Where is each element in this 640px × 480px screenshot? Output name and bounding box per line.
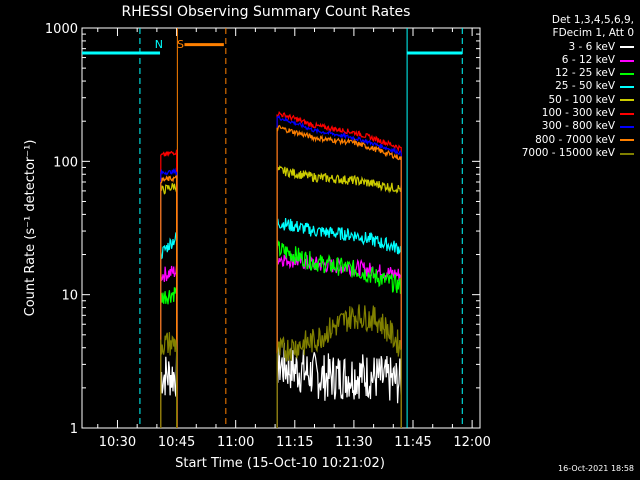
legend-swatch <box>620 139 634 142</box>
series-line <box>160 183 178 428</box>
legend-entry: 12 - 25 keV <box>474 67 634 80</box>
series-line <box>276 111 402 428</box>
legend-swatch <box>620 126 634 129</box>
y-axis-label: Count Rate (s⁻¹ detector⁻¹) <box>23 140 38 317</box>
series-line <box>276 341 402 428</box>
x-axis-label: Start Time (15-Oct-10 10:21:02) <box>175 456 385 471</box>
generated-timestamp: 16-Oct-2021 18:58 <box>558 464 634 473</box>
x-tick-label: 10:45 <box>158 435 195 450</box>
legend-label: 800 - 7000 keV <box>535 133 615 146</box>
legend-label: 7000 - 15000 keV <box>521 146 615 159</box>
y-tick-label: 1000 <box>45 22 78 37</box>
legend-swatch <box>620 46 634 49</box>
marker-annotation: S <box>177 38 184 51</box>
series-line <box>276 218 402 428</box>
legend-entries: 3 - 6 keV 6 - 12 keV 12 - 25 keV 25 - 50 ke… <box>474 41 634 161</box>
legend-entry: 6 - 12 keV <box>474 54 634 67</box>
series-line <box>276 114 402 428</box>
legend-label: 12 - 25 keV <box>555 67 615 80</box>
legend-swatch <box>620 59 634 62</box>
series-line <box>276 240 402 428</box>
legend-label: 6 - 12 keV <box>561 53 615 66</box>
series-line <box>160 149 178 428</box>
legend-swatch <box>620 86 634 89</box>
series-line <box>160 167 178 428</box>
legend-entry: 50 - 100 keV <box>474 94 634 107</box>
legend-entry: 7000 - 15000 keV <box>474 147 634 160</box>
x-tick-label: 11:45 <box>394 435 431 450</box>
chart-title: RHESSI Observing Summary Count Rates <box>122 4 411 20</box>
legend-entry: 25 - 50 keV <box>474 80 634 93</box>
series-line <box>160 264 178 428</box>
series-line <box>160 175 178 428</box>
y-tick-label: 1 <box>70 422 78 437</box>
plot-area: 1 10 100 1000 10:30 10:45 11:00 11:15 11:30 11:45… <box>45 22 491 450</box>
legend-entry: 100 - 300 keV <box>474 107 634 120</box>
x-tick-label: 12:00 <box>453 435 490 450</box>
legend-label: 100 - 300 keV <box>541 107 615 120</box>
series-line <box>276 165 402 428</box>
series-line <box>276 304 402 428</box>
legend-entry: 300 - 800 keV <box>474 120 634 133</box>
legend-label: 3 - 6 keV <box>568 40 615 53</box>
y-tick-label: 100 <box>53 155 78 170</box>
x-tick-label: 11:00 <box>217 435 254 450</box>
legend-header-line-1: Det 1,3,4,5,6,9, <box>551 14 634 26</box>
x-tick-label: 10:30 <box>99 435 136 450</box>
legend-label: 25 - 50 keV <box>555 80 615 93</box>
x-tick-label: 11:30 <box>335 435 372 450</box>
series-line <box>160 353 178 428</box>
legend: Det 1,3,4,5,6,9, FDecim 1, Att 0 3 - 6 k… <box>474 14 634 160</box>
legend-swatch <box>620 72 634 75</box>
y-tick-label: 10 <box>61 289 78 304</box>
series-line <box>160 286 178 428</box>
plot-frame <box>81 27 481 429</box>
series-line <box>160 232 178 428</box>
legend-swatch <box>620 99 634 102</box>
legend-entry: 800 - 7000 keV <box>474 134 634 147</box>
legend-header-line-2: FDecim 1, Att 0 <box>552 27 634 40</box>
series-line <box>276 124 402 428</box>
legend-swatch <box>620 152 634 155</box>
x-tick-label: 11:15 <box>276 435 313 450</box>
marker-annotation: N <box>155 38 163 51</box>
series-line <box>160 332 178 428</box>
legend-entry: 3 - 6 keV <box>474 41 634 54</box>
legend-label: 300 - 800 keV <box>541 120 615 133</box>
legend-label: 50 - 100 keV <box>548 93 615 106</box>
legend-swatch <box>620 112 634 115</box>
